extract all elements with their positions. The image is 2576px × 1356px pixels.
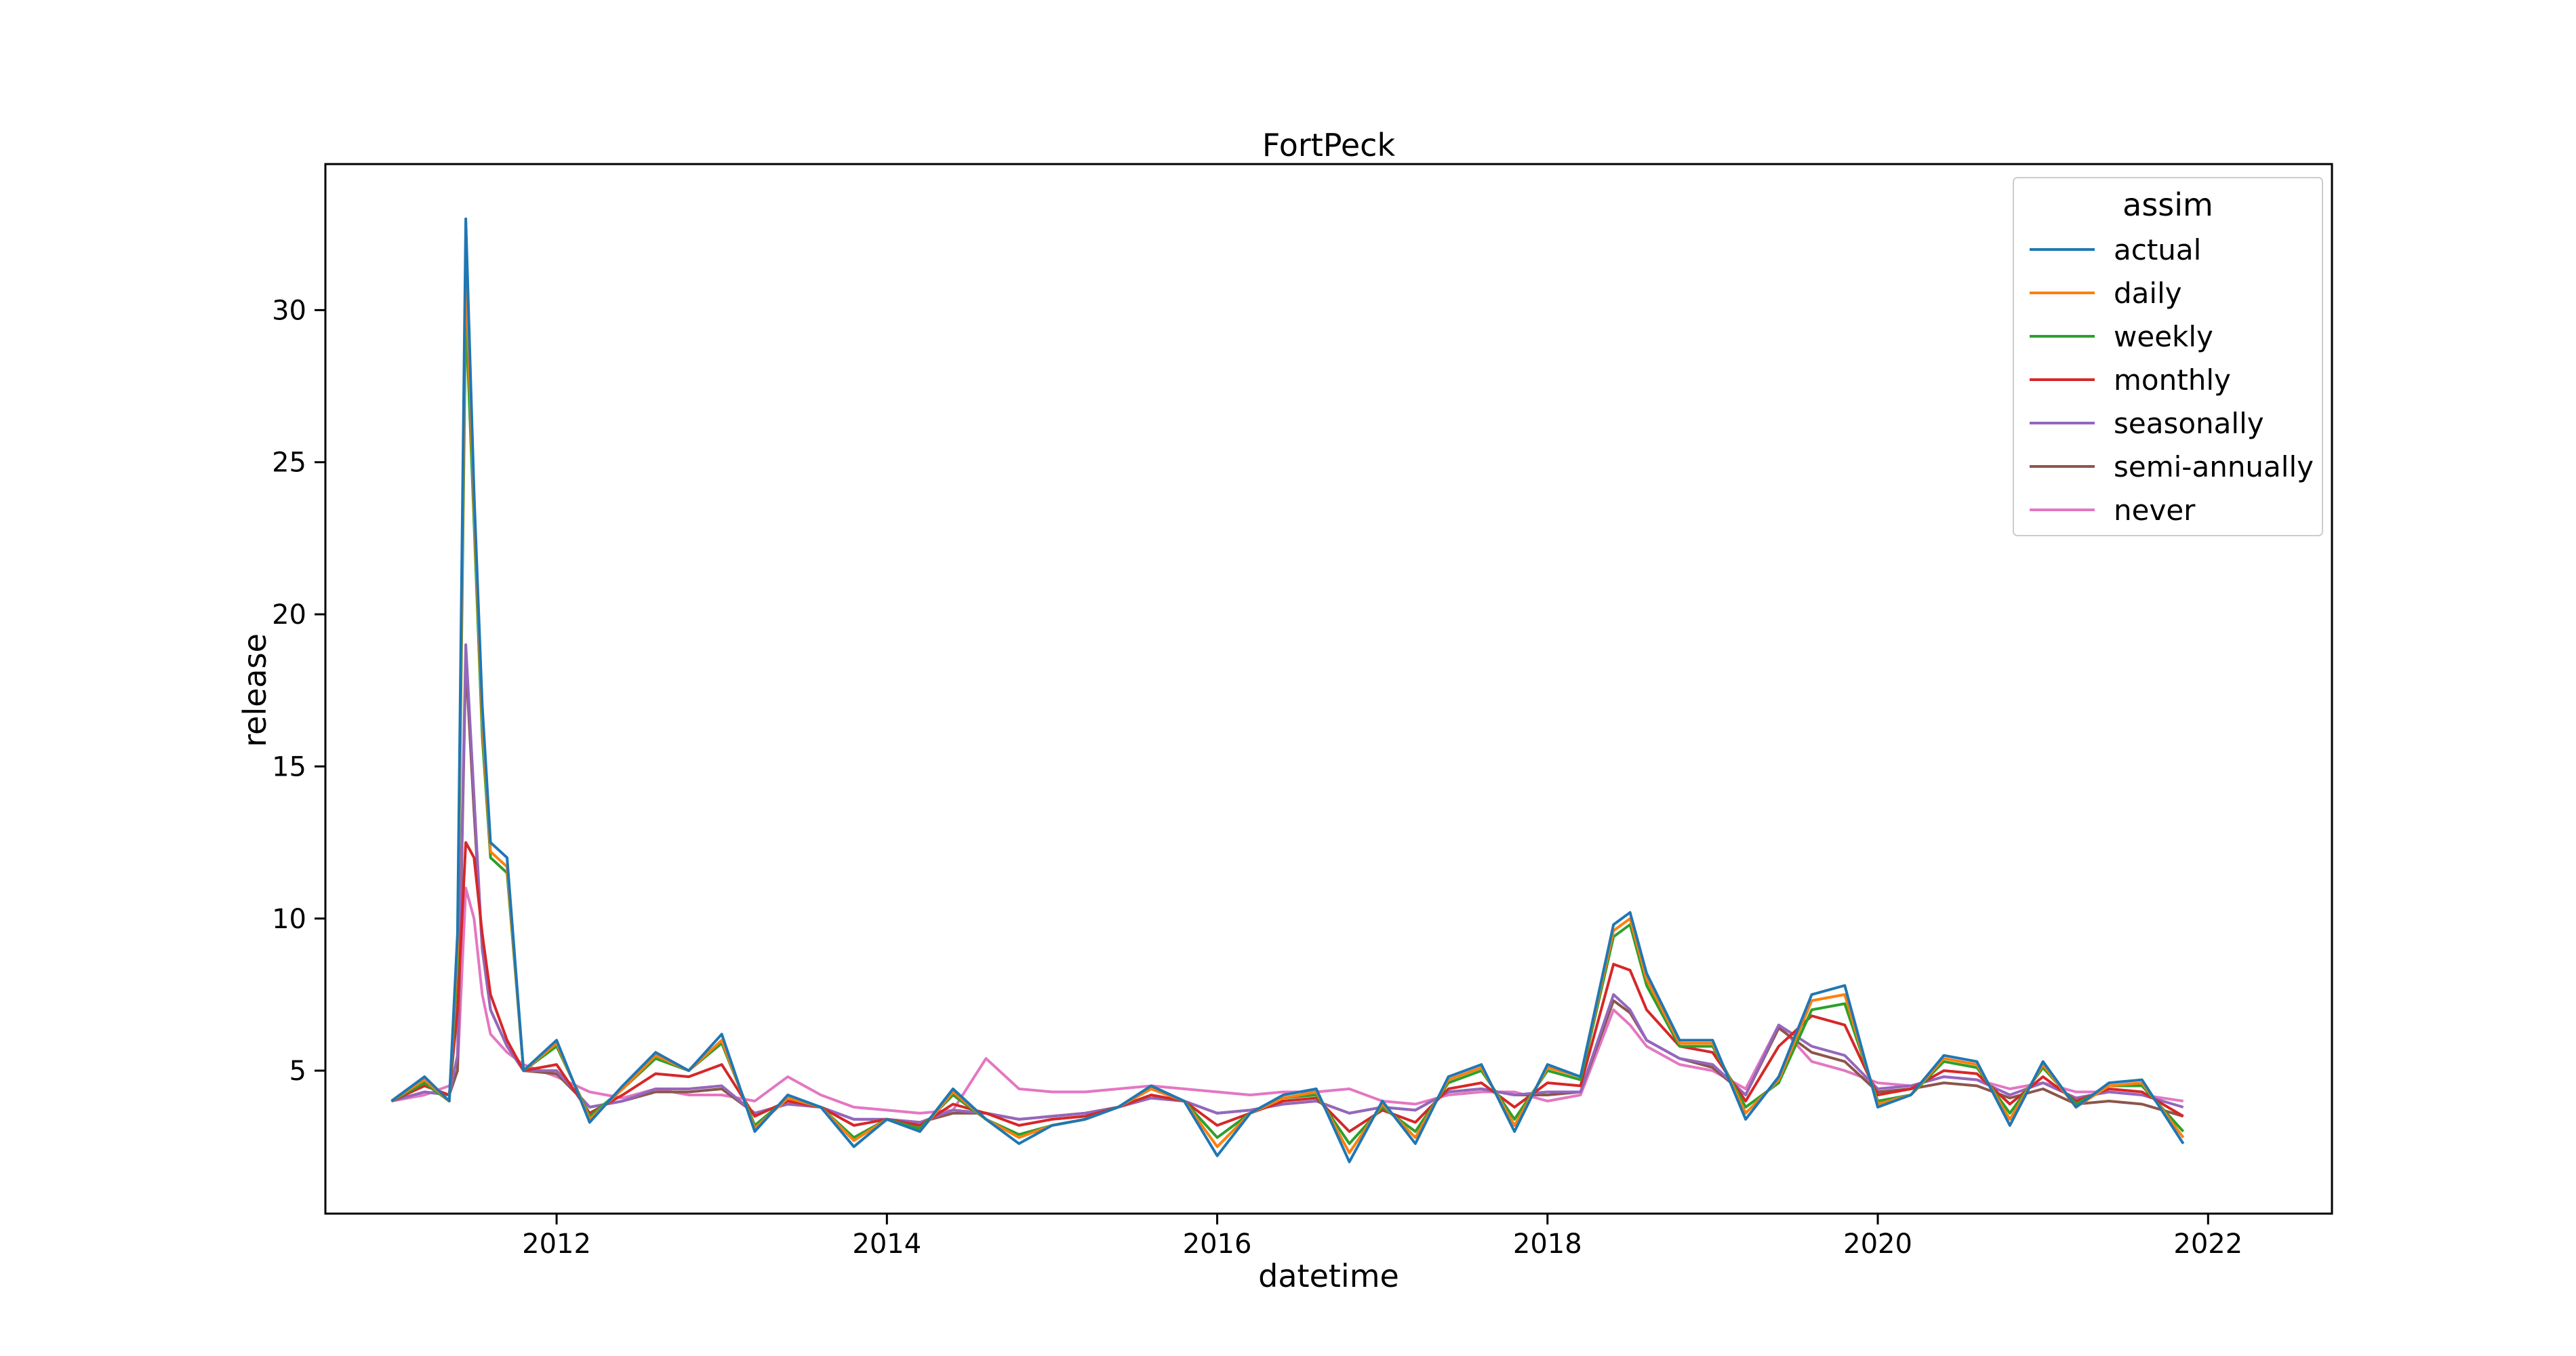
series-line-monthly xyxy=(390,841,2184,1133)
x-tick-label: 2014 xyxy=(852,1229,921,1260)
x-tick-label: 2022 xyxy=(2173,1229,2242,1260)
x-axis-title: datetime xyxy=(1258,1258,1399,1294)
y-tick-label: 5 xyxy=(289,1056,306,1087)
y-tick-label: 10 xyxy=(272,904,306,935)
x-axis: 2012 2014 2016 2018 2020 2022 xyxy=(522,1214,2242,1260)
y-tick-label: 25 xyxy=(272,447,306,479)
legend: assim actual daily weekly monthly seasonally… xyxy=(2013,177,2323,536)
chart-title: FortPeck xyxy=(1262,127,1396,163)
legend-label-semi-annually: semi-annually xyxy=(2114,450,2314,483)
x-tick-label: 2020 xyxy=(1843,1229,1912,1260)
legend-label-daily: daily xyxy=(2114,277,2182,310)
legend-label-never: never xyxy=(2114,494,2196,527)
series-layer xyxy=(390,217,2185,1163)
x-tick-label: 2018 xyxy=(1513,1229,1582,1260)
y-axis-title: release xyxy=(237,633,273,747)
legend-label-actual: actual xyxy=(2114,233,2201,266)
legend-label-seasonally: seasonally xyxy=(2114,407,2264,440)
legend-label-monthly: monthly xyxy=(2114,363,2231,397)
series-line-seasonally xyxy=(390,643,2184,1124)
legend-box xyxy=(2013,177,2323,536)
y-tick-label: 30 xyxy=(272,295,306,326)
plot-frame xyxy=(324,163,2333,1215)
series-line-never xyxy=(391,886,2183,1115)
x-tick-label: 2016 xyxy=(1183,1229,1252,1260)
legend-entries: actual daily weekly monthly seasonally semi-a… xyxy=(2030,233,2314,527)
y-axis: 5 10 15 20 25 30 xyxy=(272,295,325,1087)
y-tick-label: 15 xyxy=(272,751,306,782)
series-line-actual xyxy=(390,217,2185,1163)
y-tick-label: 20 xyxy=(272,599,306,631)
legend-label-weekly: weekly xyxy=(2114,320,2213,353)
legend-title: assim xyxy=(2122,186,2213,223)
x-tick-label: 2012 xyxy=(522,1229,591,1260)
